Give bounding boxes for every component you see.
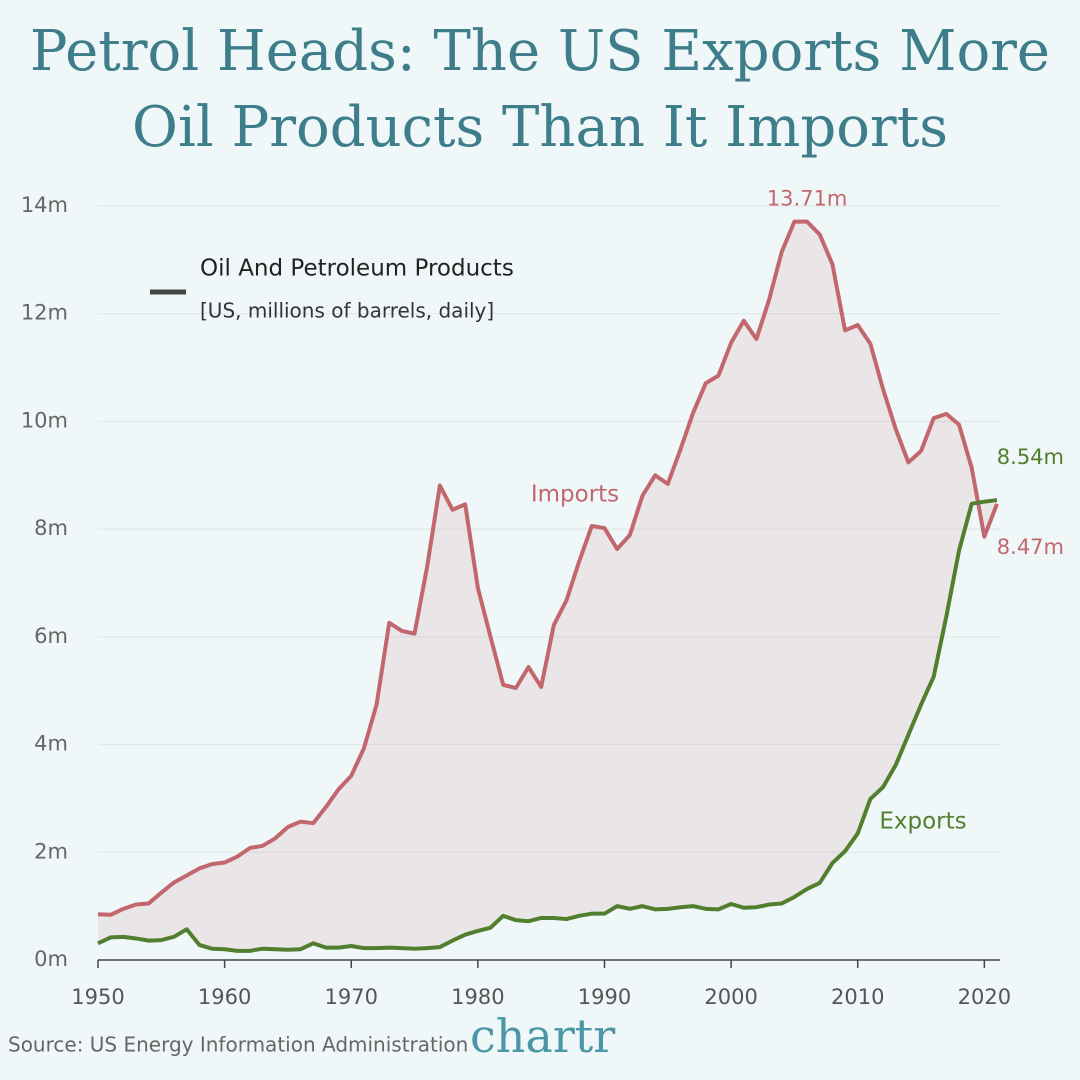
x-tick-label: 1990 — [578, 985, 631, 1009]
y-tick-label: 8m — [34, 516, 68, 540]
y-tick-label: 4m — [34, 732, 68, 756]
y-tick-label: 6m — [34, 624, 68, 648]
x-tick-label: 2020 — [958, 985, 1011, 1009]
legend-title: Oil And Petroleum Products — [200, 256, 514, 282]
legend-subtitle: [US, millions of barrels, daily] — [200, 299, 494, 323]
series-line — [97, 219, 999, 917]
series-label: Imports — [531, 482, 619, 508]
series-line — [97, 498, 998, 953]
value-label: 8.47m — [997, 535, 1064, 559]
x-tick-label: 2010 — [831, 985, 884, 1009]
x-tick-label: 1950 — [71, 985, 124, 1009]
value-label: 8.54m — [997, 445, 1064, 469]
gap-area — [98, 221, 997, 951]
y-tick-label: 2m — [34, 839, 68, 863]
x-tick-label: 1960 — [198, 985, 251, 1009]
x-tick-label: 1970 — [325, 985, 378, 1009]
brand: chartr — [470, 1009, 615, 1063]
y-tick-label: 12m — [21, 301, 68, 325]
chart-title: Petrol Heads: The US Exports More Oil Pr… — [29, 19, 1051, 160]
y-tick-label: 0m — [34, 947, 68, 971]
y-tick-label: 14m — [21, 193, 68, 217]
y-tick-label: 10m — [21, 408, 68, 432]
series-label: Exports — [879, 809, 966, 835]
x-tick-label: 1980 — [451, 985, 504, 1009]
source: Source: US Energy Information Administra… — [8, 1033, 468, 1057]
x-tick-label: 2000 — [704, 985, 757, 1009]
value-label: 13.71m — [767, 187, 848, 211]
